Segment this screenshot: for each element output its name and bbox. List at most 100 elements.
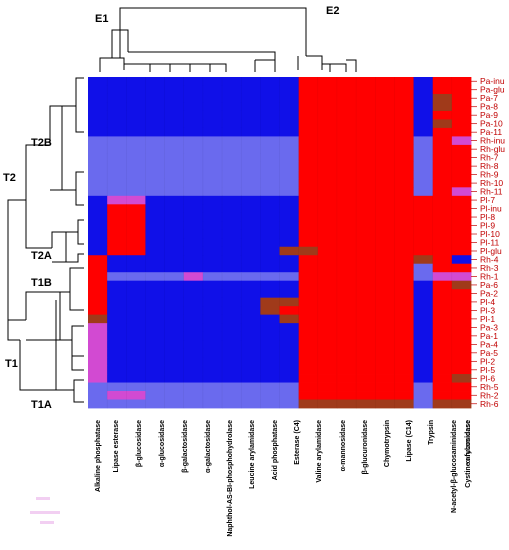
heatmap-cell: [394, 289, 414, 299]
heatmap-cell: [298, 102, 319, 112]
heatmap-cell: [394, 374, 414, 383]
heatmap-cell: [107, 161, 127, 171]
heatmap-cell: [413, 374, 434, 383]
heatmap-cell: [279, 238, 300, 248]
heatmap-cell: [413, 119, 434, 129]
heatmap-cell: [164, 110, 185, 120]
heatmap-cell: [356, 365, 376, 375]
heatmap-cell: [413, 85, 434, 95]
heatmap-cell: [222, 229, 242, 239]
heatmap-cell: [88, 170, 108, 180]
heatmap-cell: [394, 161, 414, 171]
heatmap-cell: [107, 204, 127, 214]
heatmap-cell: [394, 297, 414, 307]
heatmap-cell: [394, 365, 414, 375]
heatmap-cell: [394, 246, 414, 256]
heatmap-cell: [432, 348, 453, 358]
heatmap-cell: [107, 110, 127, 120]
heatmap-cell: [279, 357, 300, 366]
heatmap-cell: [451, 357, 472, 366]
heatmap-cell: [222, 280, 242, 290]
heatmap-cell: [298, 399, 319, 409]
heatmap-cell: [298, 391, 319, 400]
heatmap-cell: [375, 374, 395, 383]
heatmap-cell: [260, 391, 280, 400]
heatmap-cell: [164, 85, 185, 95]
heatmap-cell: [88, 102, 108, 112]
heatmap-cell: [375, 331, 395, 341]
column-label: Esterase (C4): [294, 420, 301, 465]
heatmap-cell: [241, 280, 261, 290]
heatmap-cell: [107, 178, 127, 188]
heatmap-cell: [298, 178, 319, 188]
heatmap-cell: [88, 263, 108, 273]
dendrogram-branch: [111, 29, 129, 58]
heatmap-cell: [222, 212, 242, 222]
heatmap-cell: [202, 119, 223, 129]
dendrogram-branch: [62, 171, 84, 206]
heatmap-cell: [145, 127, 165, 137]
heatmap-cell: [145, 391, 165, 400]
heatmap-cell: [241, 246, 261, 256]
column-label: Acid phosphatase: [272, 420, 279, 480]
heatmap-cell: [126, 110, 146, 120]
heatmap-cell: [202, 102, 223, 112]
heatmap-cell: [145, 221, 165, 231]
heatmap-cell: [183, 153, 204, 163]
heatmap-cell: [375, 391, 395, 400]
row-label: Pa-11: [480, 127, 502, 137]
heatmap-cell: [202, 212, 223, 222]
heatmap-cell: [241, 170, 261, 180]
heatmap-cell: [432, 399, 453, 409]
row-cluster-label-t2b: T2B: [31, 137, 52, 149]
heatmap-cell: [88, 161, 108, 171]
dendrogram-branch: [306, 55, 347, 72]
heatmap-cell: [145, 382, 165, 392]
column-labels: Alkaline phosphatase Lipase esterase β-glu…: [95, 420, 472, 537]
heatmap-cell: [164, 102, 185, 112]
heatmap-cell: [317, 365, 338, 375]
heatmap-cell: [241, 348, 261, 358]
row-label: Rh-glu: [480, 144, 505, 154]
heatmap-cell: [260, 399, 280, 409]
heatmap-cell: [394, 212, 414, 222]
heatmap-cell: [260, 77, 280, 86]
heatmap-cell: [317, 127, 338, 137]
row-label: Rh-10: [480, 178, 503, 188]
column-cluster-label-e2: E2: [326, 5, 339, 17]
heatmap-cell: [279, 272, 300, 282]
heatmap-cell: [375, 365, 395, 375]
heatmap-cell: [317, 246, 338, 256]
heatmap-cell: [279, 221, 300, 231]
heatmap-cell: [164, 144, 185, 154]
heatmap-cell: [241, 229, 261, 239]
dendrogram-branch: [149, 60, 276, 72]
heatmap-cell: [164, 289, 185, 299]
heatmap-cell: [432, 306, 453, 316]
heatmap-cell: [164, 331, 185, 341]
heatmap-cell: [317, 323, 338, 333]
heatmap-cell: [298, 365, 319, 375]
row-label: Rh-11: [480, 187, 503, 197]
heatmap-cell: [107, 263, 127, 273]
heatmap-cell: [298, 280, 319, 290]
heatmap-cell: [279, 263, 300, 273]
heatmap-cell: [202, 272, 223, 282]
heatmap-cell: [336, 93, 357, 103]
heatmap-cell: [260, 238, 280, 248]
heatmap-cell: [222, 161, 242, 171]
heatmap-cell: [317, 144, 338, 154]
heatmap-cell: [317, 204, 338, 214]
heatmap-cell: [260, 221, 280, 231]
heatmap-cell: [375, 204, 395, 214]
row-label: Pa-3: [480, 322, 498, 332]
heatmap-cell: [375, 127, 395, 137]
heatmap-cell: [202, 280, 223, 290]
dendrogram-branch: [60, 267, 84, 311]
heatmap-cell: [260, 331, 280, 341]
heatmap-cell: [279, 391, 300, 400]
heatmap-cell: [317, 153, 338, 163]
heatmap-cell: [279, 365, 300, 375]
heatmap-cell: [202, 263, 223, 273]
heatmap-cell: [241, 110, 261, 120]
